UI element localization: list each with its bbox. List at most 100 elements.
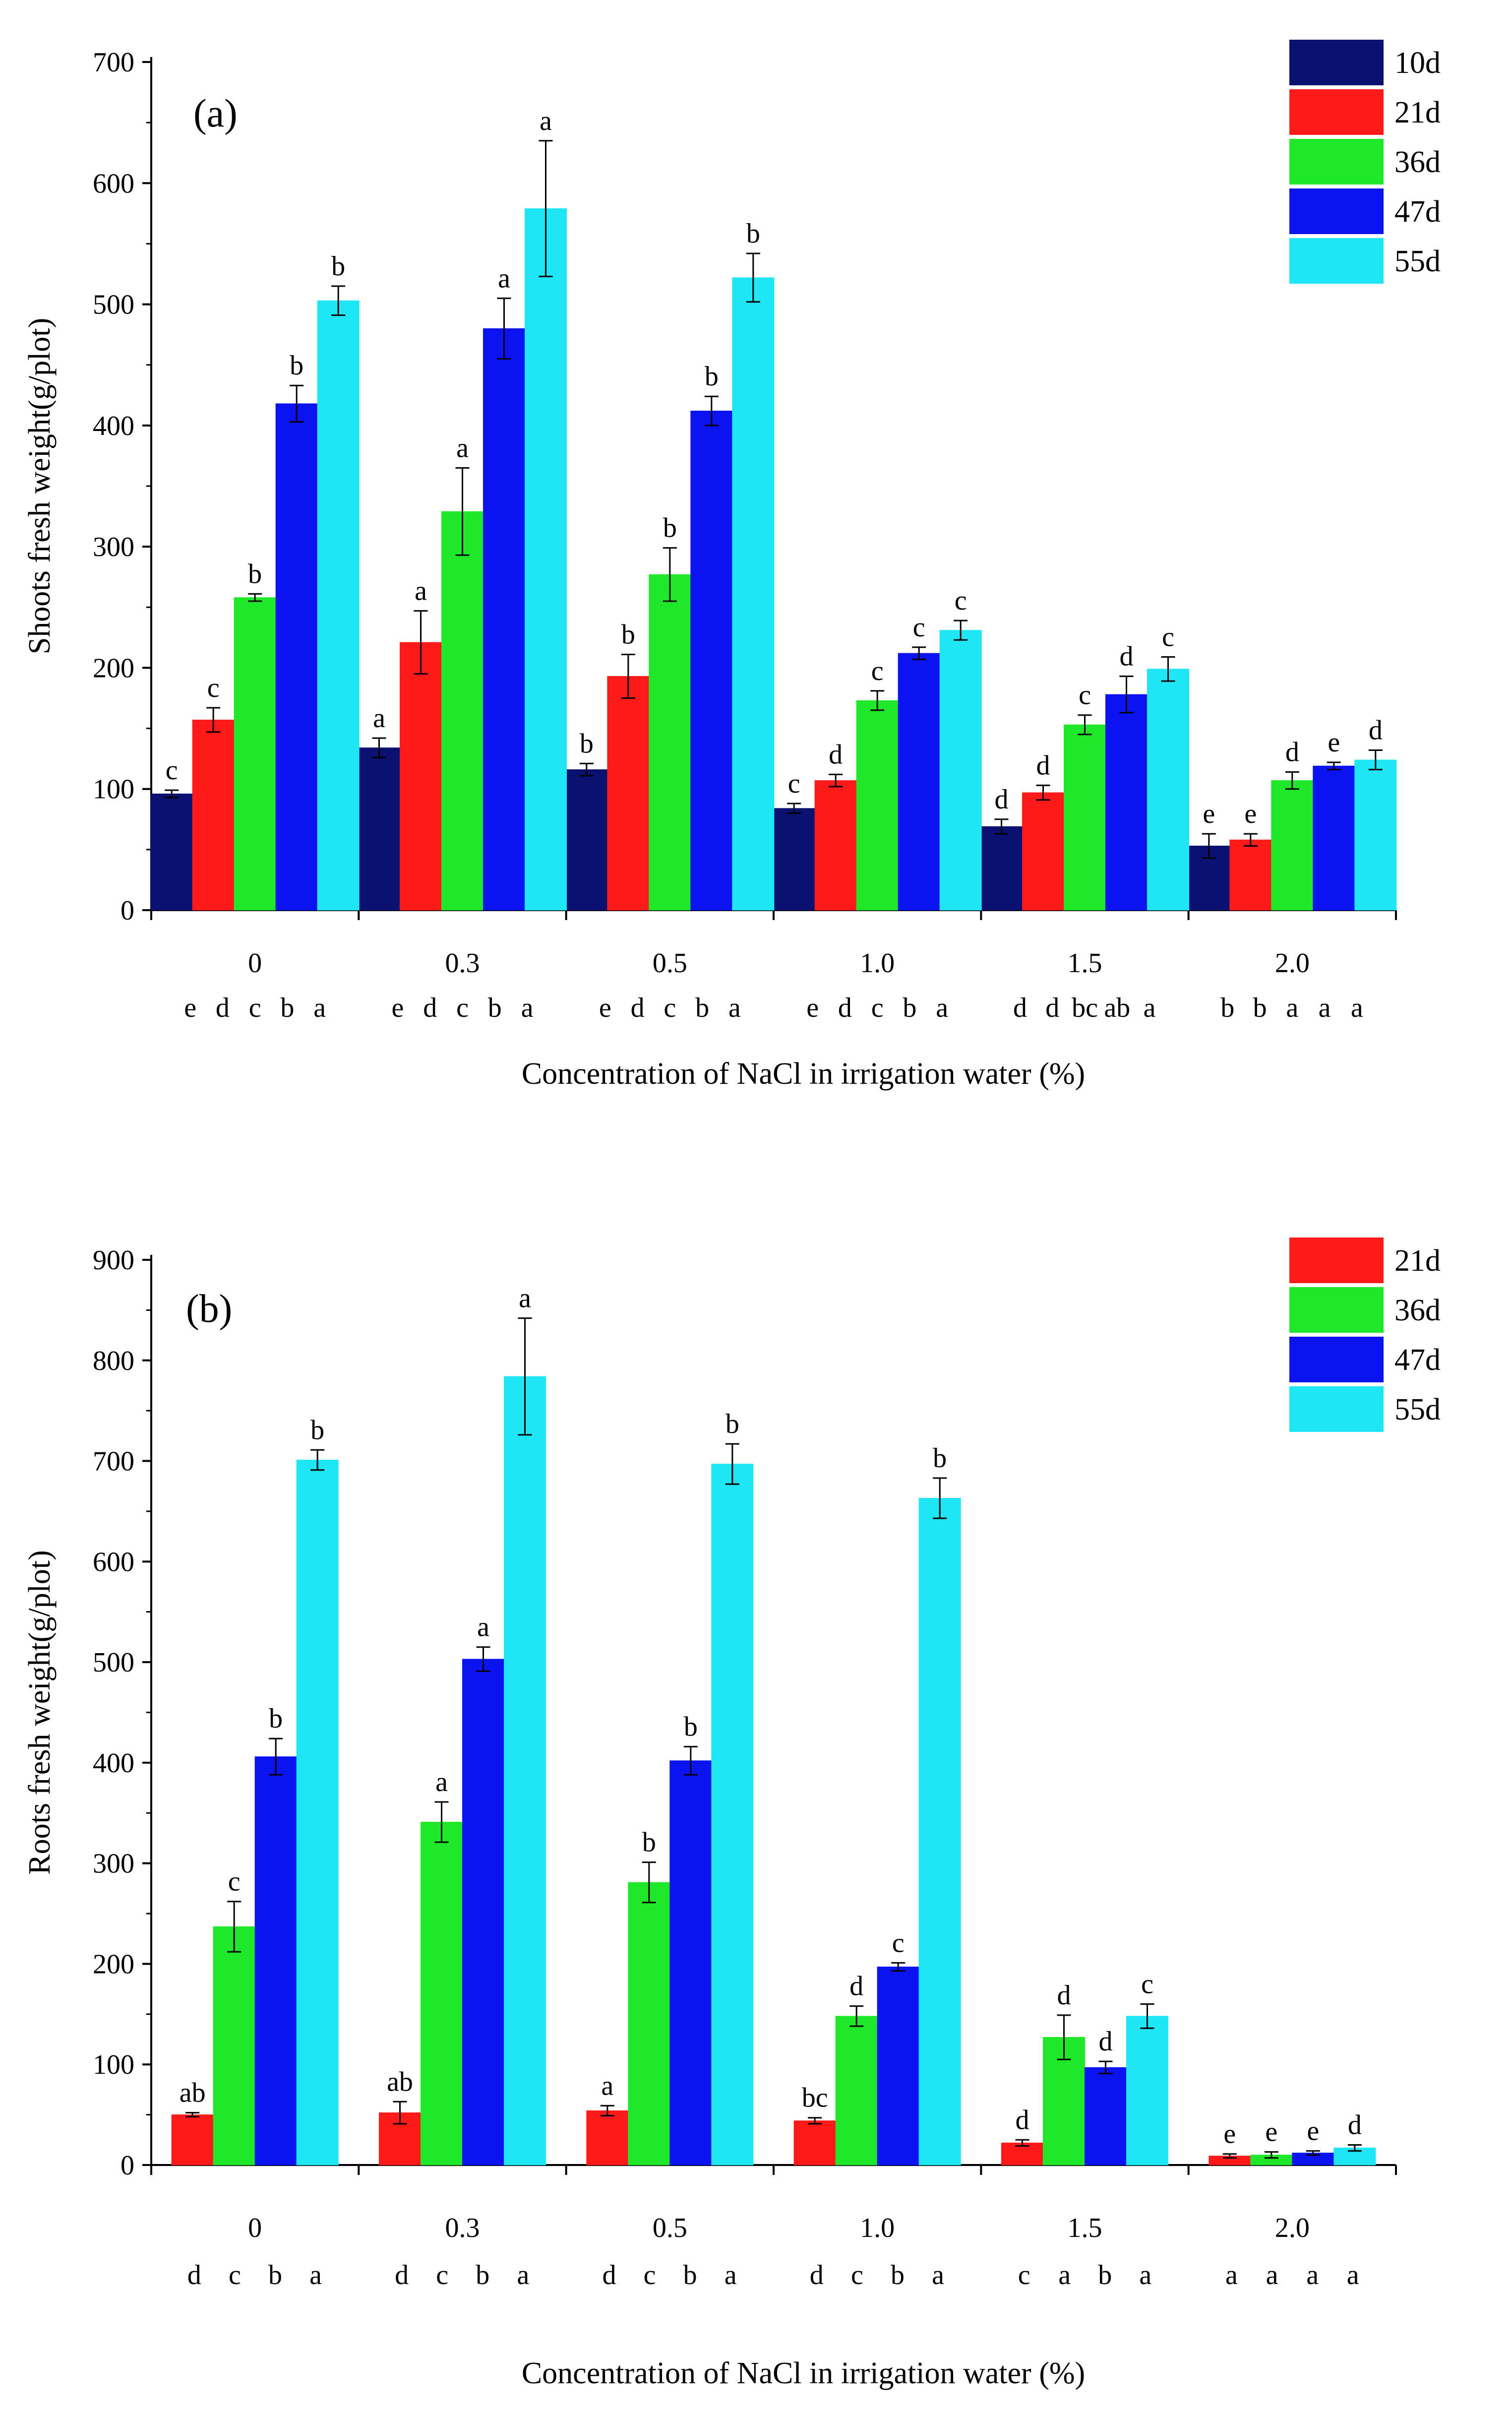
bar-significance-letter: c xyxy=(228,1866,241,1897)
bar-47d-0 xyxy=(275,403,318,911)
group-significance-letter: d xyxy=(423,992,437,1023)
bar-55d-0.3 xyxy=(525,208,567,911)
bar-significance-letter: c xyxy=(913,612,925,643)
y-tick-label: 0 xyxy=(121,895,134,926)
bar-significance-letter: a xyxy=(415,576,427,607)
bar-47d-0.3 xyxy=(483,328,525,911)
bar-significance-letter: c xyxy=(1141,1969,1153,2000)
group-significance-letter: a xyxy=(1058,2260,1071,2290)
legend-label: 21d xyxy=(1394,1244,1441,1278)
group-significance-letter: a xyxy=(1319,992,1331,1023)
legend-swatch-21d xyxy=(1289,89,1384,135)
bar-55d-2.0 xyxy=(1354,759,1397,911)
bar-55d-1.5 xyxy=(1126,2016,1168,2166)
group-significance-letter: d xyxy=(838,992,852,1023)
bar-significance-letter: b xyxy=(248,558,262,589)
x-tick-label: 0.5 xyxy=(653,948,687,979)
bar-36d-0.3 xyxy=(421,1822,463,2166)
legend-label: 36d xyxy=(1394,1294,1441,1327)
bar-21d-0 xyxy=(192,719,235,911)
group-significance-letter: a xyxy=(309,2260,322,2290)
bar-significance-letter: c xyxy=(1162,621,1174,652)
legend-swatch-55d xyxy=(1289,1386,1384,1432)
y-tick-label: 900 xyxy=(93,1245,134,1276)
bar-significance-letter: ab xyxy=(180,2078,206,2108)
y-tick-label: 600 xyxy=(93,1547,134,1577)
legend-swatch-55d xyxy=(1289,238,1384,284)
bar-55d-0.5 xyxy=(711,1464,754,2166)
bar-significance-letter: a xyxy=(601,2070,613,2101)
group-significance-letter: d xyxy=(1013,992,1027,1023)
bar-significance-letter: d xyxy=(1120,641,1134,672)
x-tick-label: 2.0 xyxy=(1275,948,1310,979)
bar-significance-letter: c xyxy=(1079,680,1091,711)
x-tick-label: 2.0 xyxy=(1275,2213,1310,2243)
bar-21d-0.3 xyxy=(400,642,442,911)
bar-significance-letter: b xyxy=(705,361,719,392)
bar-47d-1.0 xyxy=(877,1967,919,2166)
group-significance-letter: b xyxy=(891,2260,905,2290)
bar-significance-letter: b xyxy=(726,1409,739,1439)
bar-47d-0.3 xyxy=(462,1659,504,2166)
bar-significance-letter: d xyxy=(829,739,843,770)
group-significance-letter: b xyxy=(1220,992,1234,1023)
bar-significance-letter: d xyxy=(1285,737,1299,768)
bar-significance-letter: b xyxy=(621,619,635,650)
group-significance-letter: d xyxy=(395,2260,409,2290)
group-significance-letter: a xyxy=(313,992,326,1023)
legend-label: 36d xyxy=(1394,145,1441,179)
bar-significance-letter: c xyxy=(207,673,220,703)
group-significance-letter: d xyxy=(187,2260,201,2290)
group-significance-letter: c xyxy=(871,992,884,1023)
y-axis-title: Roots fresh weight(g/plot) xyxy=(23,1550,57,1874)
group-significance-letter: d xyxy=(216,992,230,1023)
legend-swatch-47d xyxy=(1289,1337,1384,1382)
y-tick-label: 300 xyxy=(93,1849,134,1879)
bar-significance-letter: d xyxy=(1057,1980,1071,2011)
bar-21d-1.0 xyxy=(814,780,857,911)
legend-label: 21d xyxy=(1394,96,1441,129)
bar-10d-0.3 xyxy=(358,747,400,911)
bar-significance-letter: d xyxy=(1099,2026,1113,2057)
y-tick-label: 700 xyxy=(93,47,134,78)
group-significance-letter: e xyxy=(392,992,404,1023)
bar-55d-0 xyxy=(317,300,360,911)
group-significance-letter: d xyxy=(1045,992,1059,1023)
group-significance-letter: b xyxy=(280,992,294,1023)
bar-significance-letter: d xyxy=(1016,2105,1029,2135)
bar-significance-letter: b xyxy=(269,1703,283,1734)
bar-55d-1.5 xyxy=(1147,669,1189,911)
group-significance-letter: a xyxy=(517,2260,529,2290)
panel-label: (a) xyxy=(193,92,238,135)
legend-label: 47d xyxy=(1394,195,1441,229)
group-significance-letter: e xyxy=(806,992,819,1023)
legend-label: 55d xyxy=(1394,1393,1441,1426)
group-significance-letter: b xyxy=(488,992,502,1023)
legend-swatch-36d xyxy=(1289,1287,1384,1333)
legend-swatch-36d xyxy=(1289,139,1384,185)
legend-swatch-21d xyxy=(1289,1238,1384,1283)
group-significance-letter: bc xyxy=(1072,992,1098,1023)
bar-significance-letter: b xyxy=(684,1711,698,1742)
legend-swatch-10d xyxy=(1289,40,1384,85)
bar-36d-0.5 xyxy=(628,1882,670,2166)
x-tick-label: 1.0 xyxy=(860,948,895,979)
bar-significance-letter: c xyxy=(955,585,967,616)
x-tick-label: 0 xyxy=(248,948,262,979)
bar-significance-letter: a xyxy=(498,263,510,294)
bar-36d-2.0 xyxy=(1271,780,1314,911)
bar-36d-1.0 xyxy=(856,700,899,911)
bar-significance-letter: b xyxy=(663,513,677,544)
bar-55d-0.3 xyxy=(504,1376,546,2166)
group-significance-letter: a xyxy=(1266,2260,1278,2290)
bar-36d-1.5 xyxy=(1064,724,1106,911)
panel-label: (b) xyxy=(186,1287,232,1331)
bar-36d-1.0 xyxy=(835,2016,878,2166)
group-significance-letter: a xyxy=(1139,2260,1151,2290)
group-significance-letter: c xyxy=(456,992,469,1023)
group-significance-letter: c xyxy=(249,992,261,1023)
group-significance-letter: b xyxy=(268,2260,282,2290)
bar-21d-0.5 xyxy=(607,676,650,911)
group-significance-letter: b xyxy=(1098,2260,1112,2290)
